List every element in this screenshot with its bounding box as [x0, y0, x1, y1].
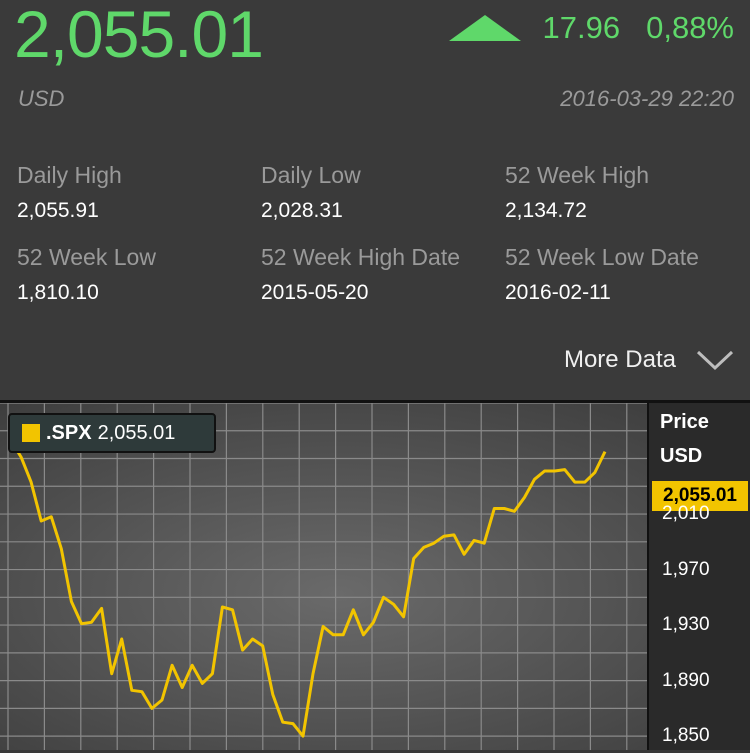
price-change: 17.96 0,88%: [448, 10, 734, 46]
change-value: 17.96: [542, 10, 621, 45]
y-tick-label: 1,850: [662, 725, 710, 747]
y-tick-label: 2,010: [662, 503, 710, 525]
stat-label: Daily Low: [261, 162, 361, 188]
stat-value: 2016-02-11: [505, 281, 611, 304]
stat-value: 1,810.10: [17, 281, 99, 304]
currency-label: USD: [18, 86, 65, 111]
series-layer: [9, 439, 607, 738]
legend-swatch: [22, 424, 40, 442]
chart-legend[interactable]: .SPX 2,055.01: [8, 413, 216, 453]
stat-value: 2,055.91: [17, 199, 99, 222]
stat-52-week-low: 52 Week Low 1,810.10: [17, 244, 262, 305]
series-line-spx: [9, 439, 607, 738]
chart-canvas: [0, 403, 750, 750]
chart-grid: [0, 403, 648, 750]
stat-value: 2,028.31: [261, 199, 343, 222]
current-price: 2,055.01: [14, 0, 264, 71]
current-price-tag: 2,055.01: [652, 481, 748, 511]
stat-label: Daily High: [17, 162, 122, 188]
legend-symbol: .SPX: [46, 421, 92, 444]
stat-52-week-high: 52 Week High 2,134.72: [505, 162, 750, 223]
change-percent: 0,88%: [646, 10, 734, 45]
quote-timestamp: 2016-03-29 22:20: [560, 86, 734, 111]
stat-label: 52 Week Low Date: [505, 244, 699, 270]
more-data-button[interactable]: More Data: [564, 346, 734, 374]
axis-title: Price: [660, 411, 709, 433]
axis-unit: USD: [660, 445, 703, 467]
quote-header: 2,055.01 17.96 0,88% USD 2016-03-29 22:2…: [14, 0, 750, 374]
stat-label: 52 Week High Date: [261, 244, 461, 270]
price-chart[interactable]: .SPX 2,055.01 Price USD 2,055.01 2,010 1,…: [0, 400, 750, 753]
chevron-down-icon: [696, 349, 734, 371]
stat-label: 52 Week High: [505, 162, 650, 188]
stat-value: 2,134.72: [505, 199, 587, 222]
stat-value: 2015-05-20: [261, 281, 369, 304]
stat-52-week-high-date: 52 Week High Date 2015-05-20: [261, 244, 506, 305]
legend-value: 2,055.01: [97, 421, 176, 444]
y-tick-label: 1,930: [662, 614, 710, 636]
stat-daily-low: Daily Low 2,028.31: [261, 162, 506, 223]
more-data-label: More Data: [563, 346, 676, 373]
stat-label: 52 Week Low: [17, 244, 156, 270]
y-tick-label: 1,890: [662, 669, 710, 691]
stat-52-week-low-date: 52 Week Low Date 2016-02-11: [505, 244, 750, 305]
up-arrow-icon: [448, 15, 521, 41]
y-tick-label: 1,970: [662, 558, 710, 580]
price-axis-panel: [648, 403, 750, 750]
stat-daily-high: Daily High 2,055.91: [17, 162, 262, 223]
chart-background: [0, 403, 750, 750]
